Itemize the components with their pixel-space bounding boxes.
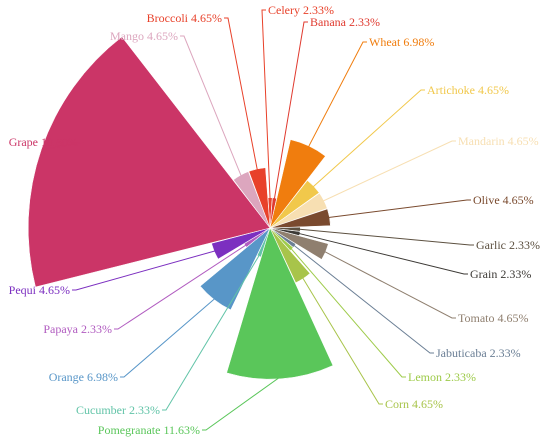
leader-line-papaya [114,243,248,330]
leader-lines-group [43,9,474,431]
leader-line-jabuticaba [292,244,434,354]
slice-label-olive: Olive 4.65% [473,193,534,207]
slice-label-mandarin: Mandarin 4.65% [458,134,539,148]
slice-label-jabuticaba: Jabuticaba 2.33% [436,346,521,360]
slice-grape[interactable] [27,36,271,288]
leader-line-grape [43,141,85,151]
slice-label-corn: Corn 4.65% [385,397,443,411]
slice-label-garlic: Garlic 2.33% [476,238,540,252]
leader-line-artichoke [311,89,425,188]
leader-line-corn [301,276,383,405]
slice-pomegranate[interactable] [226,227,334,380]
slice-label-pomegranate: Pomegranate 11.63% [98,423,200,437]
slice-label-broccoli: Broccoli 4.65% [147,11,222,25]
slice-label-orange: Orange 6.98% [49,370,118,384]
leader-line-wheat [307,41,367,149]
slice-label-celery: Celery 2.33% [268,3,334,17]
slice-label-papaya: Papaya 2.33% [43,322,112,336]
slice-label-grape: Grape 18.60% [9,135,78,149]
leader-line-banana [273,21,308,201]
leader-line-broccoli [224,17,258,171]
slice-label-lemon: Lemon 2.33% [408,370,476,384]
slice-label-wheat: Wheat 6.98% [369,35,434,49]
slice-label-tomato: Tomato 4.65% [458,311,528,325]
slice-label-pequi: Pequi 4.65% [9,283,70,297]
leader-line-cucumber [162,254,261,411]
leader-line-mandarin [321,140,456,202]
leader-line-tomato [323,250,456,319]
slice-label-cucumber: Cucumber 2.33% [76,403,160,417]
slice-label-artichoke: Artichoke 4.65% [427,83,509,97]
slices-group [27,36,334,380]
leader-line-pomegranate [202,376,281,431]
leader-line-garlic [298,228,474,246]
slice-label-mango: Mango 4.65% [110,29,178,43]
leader-line-orange [120,297,216,378]
slice-label-banana: Banana 2.33% [310,15,380,29]
leader-line-celery [261,9,271,200]
leader-line-grain [297,232,468,275]
labels-group: Celery 2.33%Banana 2.33% Wheat 6.98% Artic… [9,3,540,437]
leader-line-pequi [72,250,217,291]
slice-label-grain: Grain 2.33% [470,267,531,281]
leader-line-lemon [289,247,406,378]
leader-line-mango [180,35,243,178]
leader-line-olive [327,199,471,219]
